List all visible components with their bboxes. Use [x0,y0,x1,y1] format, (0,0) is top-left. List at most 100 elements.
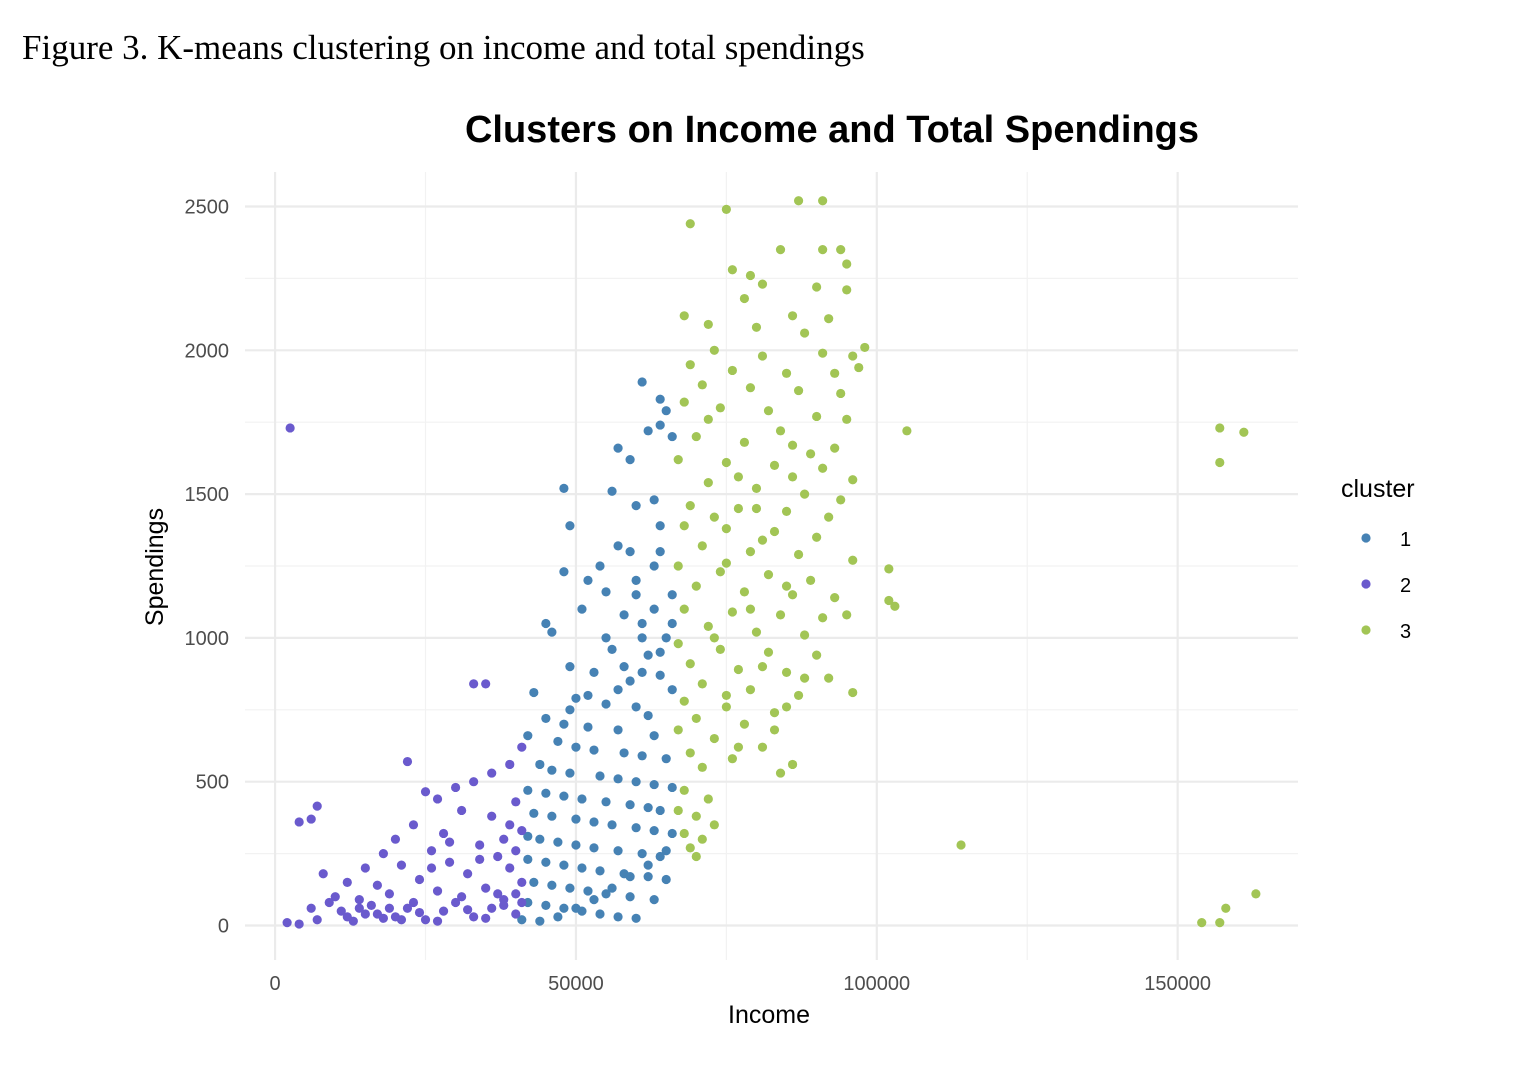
y-tick-label: 1500 [185,484,230,506]
cluster-1-point [613,685,623,695]
cluster-2-point [312,915,322,925]
cluster-1-point [577,794,587,804]
cluster-2-point [372,880,382,890]
cluster-2-point [511,797,521,807]
cluster-1-point [649,561,659,571]
cluster-2-point [493,889,503,899]
cluster-3-point [848,351,858,361]
cluster-2-point [384,889,395,899]
cluster-3-point [1197,918,1207,928]
cluster-2-point [330,892,340,902]
cluster-2-point [463,905,473,915]
cluster-3-point [697,679,707,689]
cluster-1-point [595,909,605,919]
cluster-2-point [511,889,521,899]
cluster-2-point [414,874,425,885]
cluster-1-point [661,406,671,416]
cluster-3-point [1239,427,1249,437]
cluster-2-point [438,828,449,839]
cluster-1-point [541,857,551,867]
cluster-3-point [715,644,725,655]
cluster-3-point [697,834,707,844]
cluster-3-point [685,659,695,669]
x-tick-label: 100000 [843,973,910,995]
cluster-3-point [685,843,695,853]
cluster-1-point [661,754,671,764]
cluster-1-point [589,817,599,827]
cluster-1-point [559,719,569,729]
cluster-3-point [763,406,774,416]
cluster-3-point [691,431,701,442]
cluster-3-point [673,454,683,465]
cluster-3-point [745,270,756,281]
cluster-1-point [529,808,539,818]
cluster-3-point [673,639,683,649]
cluster-2-point [312,801,322,811]
cluster-2-point [420,787,431,797]
cluster-3-point [721,690,731,701]
cluster-1-point [553,736,563,747]
cluster-3-point [890,601,900,611]
cluster-1-point [595,561,605,571]
y-axis-ticks: 0 500 1000 1500 2000 2500 [185,197,230,938]
cluster-1-point [589,667,599,678]
cluster-1-point [589,745,599,755]
cluster-1-point [625,892,635,902]
cluster-2-point [517,825,527,836]
cluster-3-point [673,561,683,571]
cluster-2-point [475,854,485,864]
cluster-1-point [547,811,557,821]
cluster-1-point [667,618,677,629]
cluster-2-point [378,848,388,859]
cluster-2-point [354,903,364,913]
cluster-1-point [571,742,581,752]
cluster-1-point [565,662,575,672]
cluster-1-point [661,846,671,856]
cluster-1-point [649,825,659,836]
cluster-3-point [830,368,840,378]
cluster-3-point [709,820,719,830]
cluster-3-point [806,575,816,585]
cluster-1-point [643,650,653,660]
cluster-1-point [601,699,611,709]
cluster-1-point [643,871,653,882]
y-tick-label: 1000 [185,628,230,650]
cluster-3-point [824,512,834,522]
cluster-2-point [420,915,431,925]
cluster-1-point [559,483,569,493]
cluster-3-point [824,314,834,324]
cluster-1-point [643,426,653,436]
cluster-1-point [655,521,665,531]
cluster-1-point [589,843,599,853]
cluster-1-point [547,765,557,775]
cluster-3-point [902,426,912,436]
cluster-1-point [529,687,539,698]
cluster-1-point [655,851,665,862]
cluster-3-point [842,610,852,620]
y-tick-label: 500 [196,772,229,794]
cluster-3-point [709,512,719,522]
cluster-1-point [601,797,611,807]
cluster-3-point [745,685,756,695]
cluster-1-point [571,814,581,824]
cluster-3-point [685,748,695,758]
cluster-3-point [679,311,689,321]
cluster-3-point [685,501,695,511]
cluster-1-point [655,647,665,657]
cluster-2-point [426,863,437,873]
cluster-3-point [799,328,810,338]
cluster-2-point [408,820,419,830]
cluster-1-point [583,575,593,585]
cluster-3-point [787,590,798,600]
cluster-3-point [781,667,792,678]
cluster-3-point [775,245,786,255]
cluster-1-point [601,587,611,597]
cluster-3-point [842,414,852,424]
cluster-2-point [463,869,473,879]
cluster-1-point [631,702,641,712]
cluster-3-point [679,397,689,407]
cluster-1-point [649,779,659,790]
cluster-3-point [793,385,804,396]
cluster-3-point [781,581,792,591]
cluster-2-point [336,906,346,916]
